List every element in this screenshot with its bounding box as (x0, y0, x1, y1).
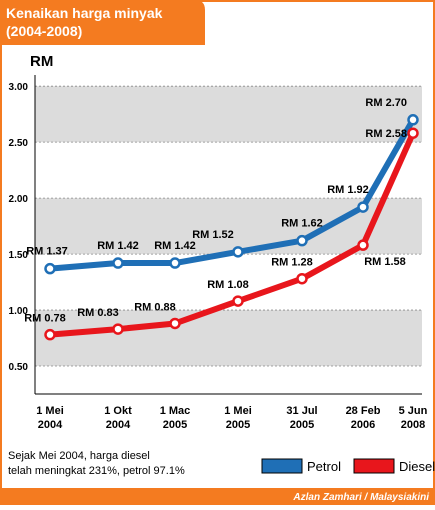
y-tick-label: 3.00 (9, 82, 29, 93)
chart-title: Kenaikan harga minyak (6, 5, 163, 21)
data-label: RM 1.62 (281, 218, 323, 230)
x-tick-label: 5 Jun 2008 (399, 405, 428, 431)
data-point (112, 323, 124, 335)
x-tick-label: 1 Mei 2005 (224, 405, 252, 431)
data-point (232, 246, 244, 258)
data-point (112, 257, 124, 269)
data-label: RM 0.78 (24, 313, 66, 325)
data-point (407, 114, 419, 126)
header-box (0, 0, 205, 45)
legend-label: Diesel (399, 459, 435, 474)
data-point (169, 257, 181, 269)
grid-band (35, 310, 422, 367)
x-tick-label: 28 Feb 2006 (346, 405, 381, 431)
grid-band (35, 86, 422, 143)
data-label: RM 1.28 (271, 257, 313, 269)
chart-subtitle: (2004-2008) (6, 23, 82, 39)
data-label: RM 1.42 (154, 240, 196, 252)
data-point (296, 234, 308, 247)
y-axis-label: RM (30, 53, 53, 70)
data-label: RM 1.08 (207, 279, 249, 291)
y-tick-label: 0.50 (9, 362, 29, 373)
data-label: RM 1.42 (97, 240, 139, 252)
note: telah meningkat 231%, petrol 97.1% (8, 465, 185, 477)
data-point (357, 201, 369, 213)
data-point (169, 317, 181, 330)
y-tick-label: 2.50 (9, 138, 29, 149)
data-point (44, 262, 56, 275)
legend-label: Petrol (307, 459, 341, 474)
x-tick-label: 1 Mac 2005 (160, 405, 191, 431)
data-label: RM 1.52 (192, 229, 234, 241)
x-tick-label: 1 Mei 2004 (36, 405, 64, 431)
data-point (232, 295, 244, 307)
x-tick-label: 31 Jul 2005 (286, 405, 317, 431)
data-point (407, 127, 419, 139)
note: Sejak Mei 2004, harga diesel (8, 450, 150, 462)
data-label: RM 2.70 (365, 97, 407, 109)
y-tick-label: 1.50 (9, 250, 29, 261)
data-label: RM 1.58 (364, 256, 406, 268)
legend-swatch (261, 458, 303, 474)
x-tick-label: 1 Okt 2004 (104, 405, 132, 431)
legend-swatch (353, 458, 395, 474)
data-label: RM 0.83 (77, 307, 119, 319)
data-point (357, 239, 369, 251)
data-label: RM 2.58 (365, 128, 407, 140)
data-point (296, 272, 308, 285)
y-tick-label: 1.00 (9, 306, 29, 317)
data-label: RM 1.37 (26, 246, 68, 258)
data-label: RM 0.88 (134, 301, 176, 313)
footer-bar (0, 488, 435, 505)
data-label: RM 1.92 (327, 184, 369, 196)
credit: Azlan Zamhari / Malaysiakini (292, 492, 429, 503)
y-tick-label: 2.00 (9, 194, 29, 205)
data-point (44, 328, 56, 341)
